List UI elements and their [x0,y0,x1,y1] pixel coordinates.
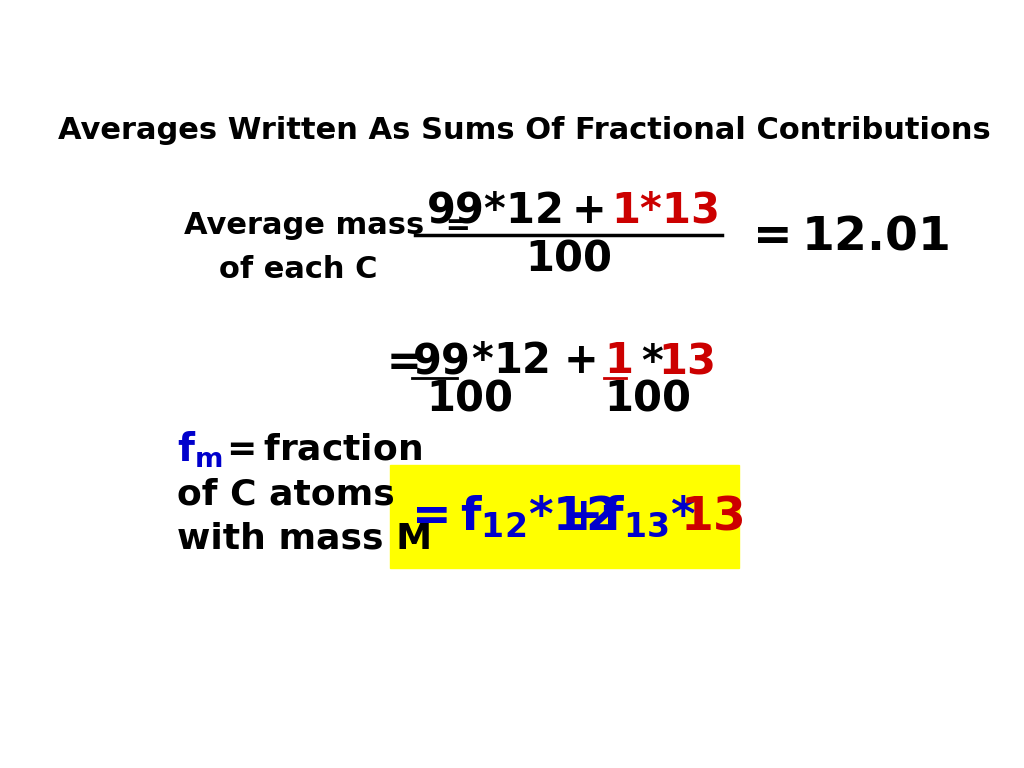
Text: Averages Written As Sums Of Fractional Contributions: Averages Written As Sums Of Fractional C… [58,116,991,145]
Text: $\mathbf{100}$: $\mathbf{100}$ [525,238,612,280]
Text: $\mathbf{+ f_{13}{*}}$: $\mathbf{+ f_{13}{*}}$ [563,494,696,540]
Text: $\mathbf{= 12.01}$: $\mathbf{= 12.01}$ [743,214,949,260]
Text: $\mathbf{= fraction}$: $\mathbf{= fraction}$ [219,433,422,467]
Text: Average mass  =: Average mass = [183,210,471,240]
Text: $\mathbf{99}$: $\mathbf{99}$ [412,340,469,382]
Text: $\mathbf{100}$: $\mathbf{100}$ [604,378,691,419]
Text: $\mathbf{1}$: $\mathbf{1}$ [604,340,632,382]
Text: $\mathbf{\;{*}}$: $\mathbf{\;{*}}$ [630,340,664,382]
Text: $\mathbf{100}$: $\mathbf{100}$ [426,378,513,419]
Text: $\mathbf{=f_{12}{*}12}$: $\mathbf{=f_{12}{*}12}$ [401,494,616,540]
Text: of each C: of each C [219,255,378,284]
Text: $\mathbf{99{*}12 + }$: $\mathbf{99{*}12 + }$ [426,190,604,231]
Text: $\mathbf{+}$: $\mathbf{+}$ [563,340,595,382]
Text: $\mathbf{13}$: $\mathbf{13}$ [680,495,743,539]
FancyBboxPatch shape [390,465,739,568]
Text: $\mathbf{13}$: $\mathbf{13}$ [658,340,715,382]
Text: $\mathbf{=}$: $\mathbf{=}$ [378,340,419,382]
Text: $\mathbf{f_m}$: $\mathbf{f_m}$ [177,430,223,470]
Text: with mass M: with mass M [177,521,432,555]
Text: $\mathbf{1{*}13}$: $\mathbf{1{*}13}$ [610,190,718,231]
Text: $\mathbf{\;{*}12}$: $\mathbf{\;{*}12}$ [460,340,549,382]
Text: of C atoms: of C atoms [177,477,395,511]
